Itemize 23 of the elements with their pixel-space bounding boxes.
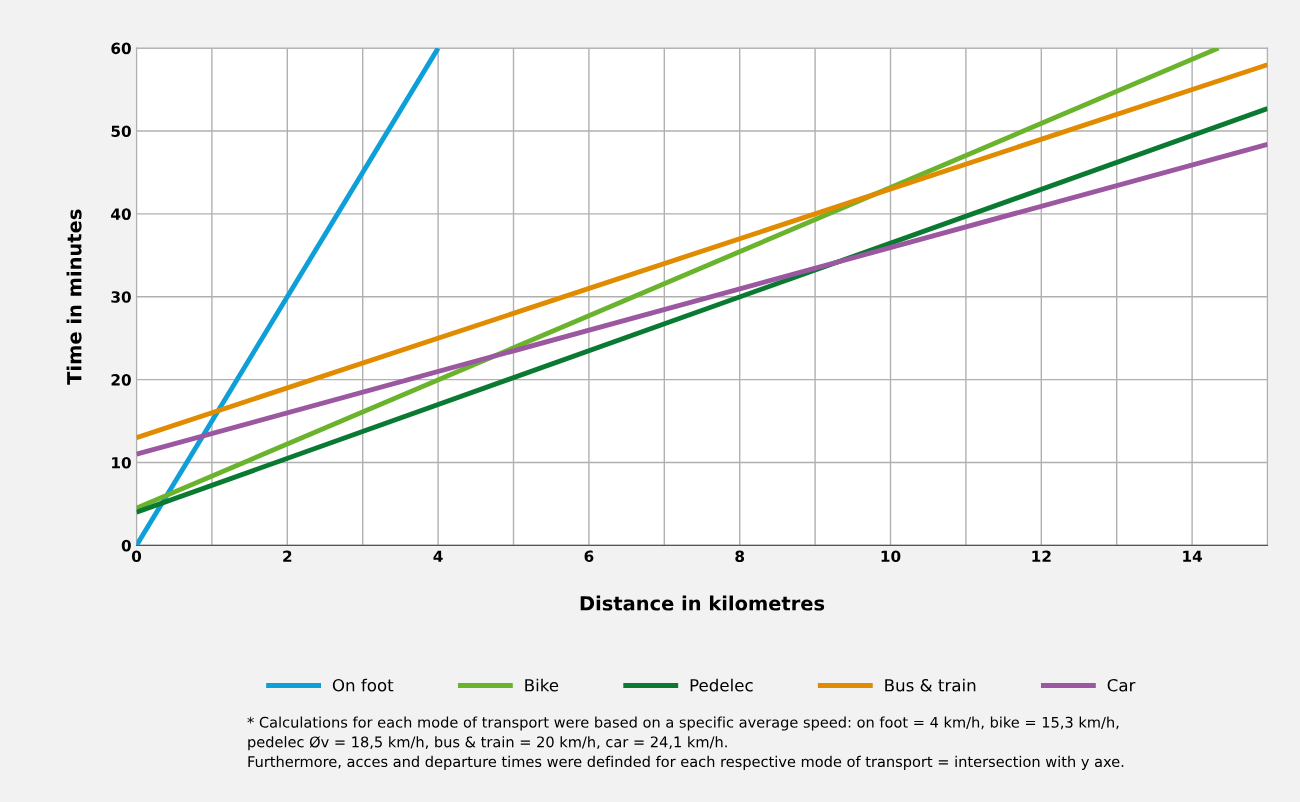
x-tick-label: 2 <box>283 550 292 562</box>
x-tick-label: 8 <box>735 550 745 563</box>
x-axis-title: Distance in kilometres <box>580 595 825 611</box>
x-tick-label: 6 <box>584 550 594 563</box>
x-tick-label: 12 <box>1032 550 1051 562</box>
x-tick-label: 14 <box>1183 550 1203 562</box>
legend-label: Bus & train <box>885 678 976 692</box>
x-tick-label: 4 <box>433 550 443 562</box>
y-tick-label: 50 <box>111 125 131 138</box>
legend-label: Pedelec <box>690 678 753 692</box>
legend-label: Car <box>1107 678 1136 692</box>
x-tick-label: 0 <box>131 550 142 563</box>
y-tick-label: 0 <box>121 539 131 552</box>
y-tick-label: 40 <box>111 208 131 220</box>
y-axis-title: Time in minutes <box>66 209 82 385</box>
x-tick-label: 10 <box>881 550 901 563</box>
y-tick-label: 20 <box>111 374 131 386</box>
legend-label: On foot <box>332 678 394 692</box>
y-tick-label: 60 <box>111 42 131 55</box>
text: * Calculations for each mode of transport were based on a specific average speed: on foot = 4 km/h, bike = 15,3 km/h, pedelec Øv = 18,5 km/h, bus & train = 20 km/h, car = 24,1 km/h. Furthermore, acces and departure times were definded for each respective mode of transport = intersection with y axe. <box>247 716 1124 770</box>
y-tick-label: 10 <box>112 456 131 469</box>
legend-label: Bike <box>525 678 559 692</box>
y-tick-label: 30 <box>111 291 131 303</box>
